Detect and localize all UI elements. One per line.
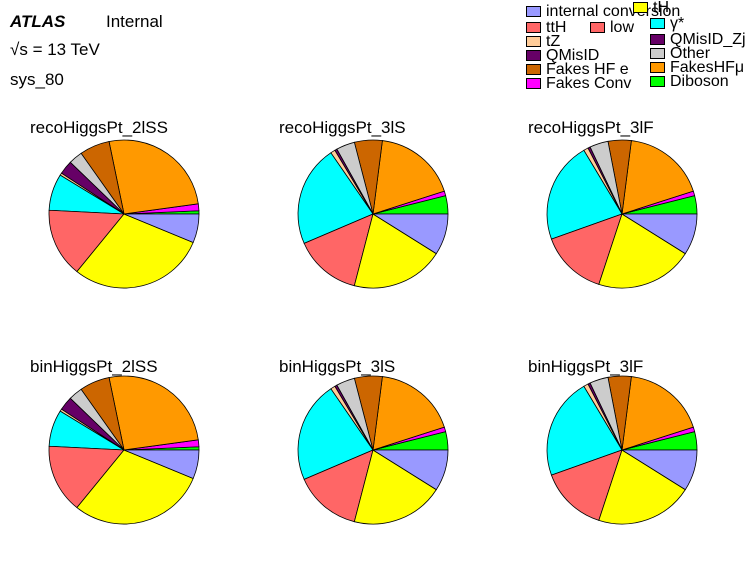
- energy-sqrt: √s: [10, 40, 28, 59]
- pie-slice: [621, 140, 694, 215]
- pie-slice: [620, 449, 698, 491]
- legend-label: Fakes HF e: [546, 61, 629, 78]
- pie-slice: [303, 449, 374, 523]
- legend-label: Fakes Conv: [546, 75, 632, 92]
- pie-slice: [620, 213, 698, 255]
- legend-swatch: [650, 18, 665, 29]
- pie-slice: [108, 375, 199, 451]
- legend-swatch: [526, 22, 541, 33]
- internal-label: Internal: [106, 12, 163, 31]
- legend-label: FakesHFμ: [670, 59, 745, 76]
- pie-title: recoHiggsPt_2lSS: [30, 118, 168, 137]
- legend-label: low: [610, 19, 635, 36]
- pie-title: binHiggsPt_2lSS: [30, 357, 158, 376]
- pie-slice: [48, 209, 125, 273]
- pie-slice: [297, 388, 374, 480]
- pie-slice: [598, 213, 686, 289]
- pie-chart: [546, 139, 698, 289]
- legend-label: Diboson: [670, 73, 729, 90]
- pie-chart: [48, 139, 200, 289]
- legend-swatch: [526, 64, 541, 75]
- sys-label: sys_80: [10, 70, 64, 89]
- legend-swatch: [526, 6, 541, 17]
- pie-slice: [48, 445, 125, 509]
- legend-swatch: [650, 34, 665, 45]
- legend-swatch: [526, 36, 541, 47]
- pie-slice: [123, 449, 200, 480]
- pie-slice: [371, 213, 449, 255]
- pie-slice: [353, 449, 437, 525]
- energy-label: √s = 13 TeV: [10, 40, 100, 60]
- legend-label: ttH: [546, 19, 567, 36]
- legend-swatch: [526, 50, 541, 61]
- energy-value: = 13 TeV: [32, 40, 100, 59]
- legend-swatch: [650, 48, 665, 59]
- pie-slice: [372, 376, 445, 451]
- pie-title: recoHiggsPt_3lS: [279, 118, 406, 137]
- pie-slice: [123, 213, 200, 244]
- pie-slice: [372, 140, 445, 215]
- pie-slice: [108, 139, 199, 215]
- pie-slice: [303, 213, 374, 287]
- pie-slice: [546, 385, 623, 476]
- pie-chart: [546, 375, 698, 525]
- pie-chart: [297, 139, 449, 289]
- legend-swatch: [526, 78, 541, 89]
- legend-swatch: [590, 22, 605, 33]
- legend-label: tH: [653, 0, 669, 16]
- pie-slice: [76, 449, 194, 525]
- legend-label: γ*: [670, 15, 685, 32]
- pie-slice: [353, 213, 437, 289]
- pie-slice: [598, 449, 686, 525]
- pie-chart: [48, 375, 200, 525]
- pie-slice: [546, 149, 623, 240]
- legend-label: QMisID_Zjets: [670, 31, 746, 48]
- legend-label: Other: [670, 45, 711, 62]
- pie-slice: [297, 152, 374, 244]
- legend-swatch: [633, 2, 648, 13]
- pie-title: recoHiggsPt_3lF: [528, 118, 654, 137]
- pie-title: binHiggsPt_3lS: [279, 357, 395, 376]
- legend-swatch: [650, 62, 665, 73]
- pie-slice: [371, 449, 449, 491]
- legend-label: QMisID: [546, 47, 600, 64]
- legend-swatch: [650, 76, 665, 87]
- legend-label: tZ: [546, 33, 561, 50]
- pie-chart: [297, 375, 449, 525]
- atlas-label: ATLAS: [10, 12, 66, 31]
- pie-slice: [621, 376, 694, 451]
- pie-title: binHiggsPt_3lF: [528, 357, 643, 376]
- pie-slice: [76, 213, 194, 289]
